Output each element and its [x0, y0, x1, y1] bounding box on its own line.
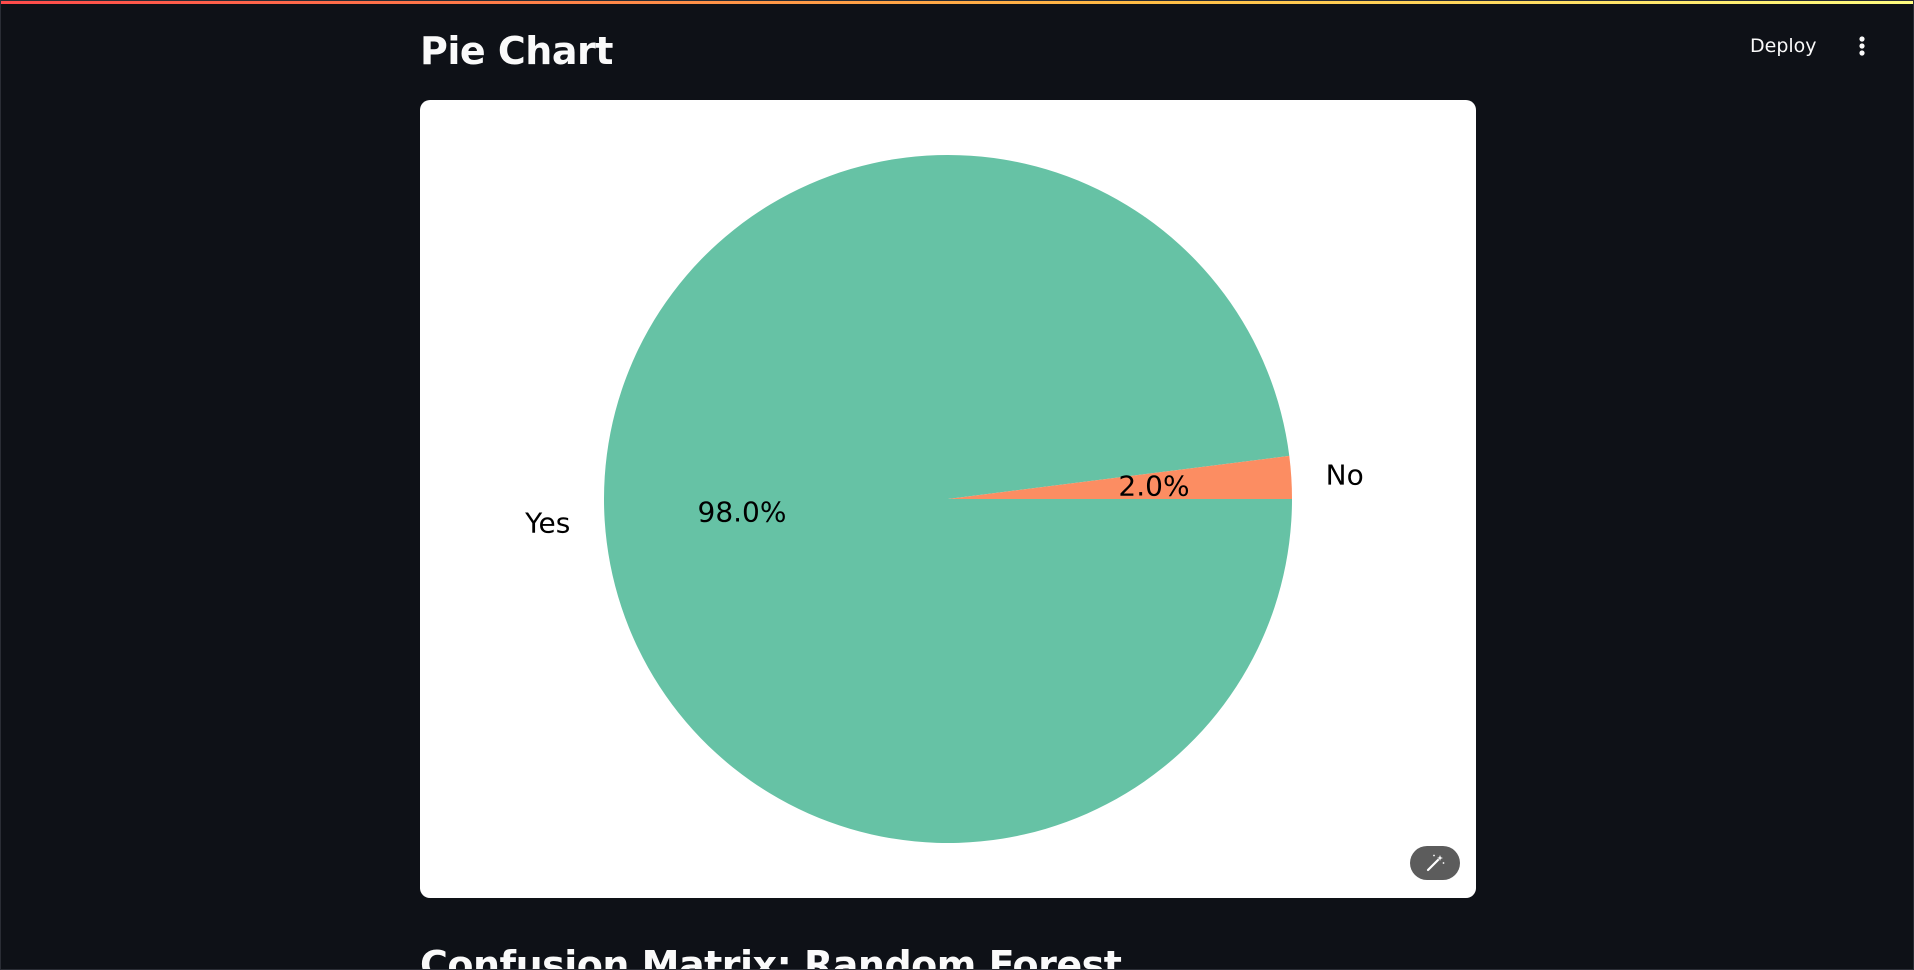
pie-percent-label-no: 2.0% [1118, 470, 1189, 503]
pie-percent-label-yes: 98.0% [698, 495, 787, 528]
deploy-button[interactable]: Deploy [1750, 35, 1817, 57]
vertical-ellipsis-icon [1859, 36, 1865, 56]
chart-fullscreen-button[interactable] [1410, 846, 1460, 880]
pie-slice-yes [604, 154, 1292, 843]
confusion-matrix-title: Confusion Matrix: Random Forest [420, 943, 1122, 970]
pie-slice-no [948, 455, 1292, 499]
page-title: Pie Chart [420, 29, 613, 73]
pie-chart: 98.0% Yes 2.0% No [524, 154, 1364, 843]
magic-wand-icon [1426, 854, 1445, 872]
pie-chart-card: 98.0% Yes 2.0% No [420, 100, 1476, 898]
pie-category-label-yes: Yes [524, 506, 570, 539]
top-decoration-bar [0, 0, 1914, 4]
pie-category-label-no: No [1326, 459, 1364, 492]
main-menu-button[interactable] [1848, 28, 1876, 64]
